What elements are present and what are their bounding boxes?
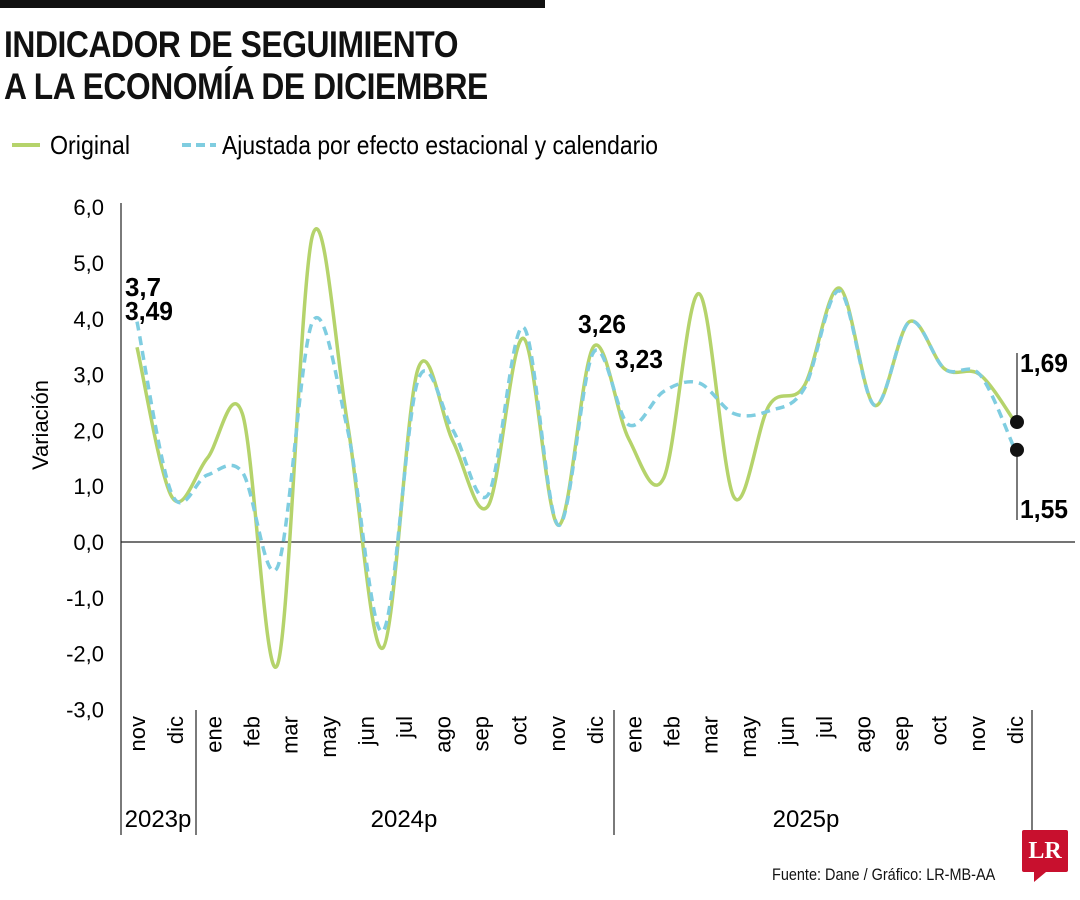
x-tick-label: nov bbox=[125, 716, 150, 751]
x-tick-label: jul bbox=[812, 716, 837, 739]
x-tick-label: may bbox=[736, 716, 761, 758]
y-tick-label: -1,0 bbox=[66, 586, 104, 611]
legend-label-adjusted: Ajustada por efecto estacional y calenda… bbox=[222, 130, 658, 160]
end-point-marker bbox=[1010, 415, 1024, 430]
data-label: 1,55 bbox=[1020, 494, 1068, 524]
y-tick-label: 3,0 bbox=[73, 363, 104, 388]
y-tick-label: 6,0 bbox=[73, 195, 104, 220]
x-tick-label: ene bbox=[621, 716, 646, 753]
x-tick-label: oct bbox=[507, 716, 532, 745]
data-label: 3,23 bbox=[615, 344, 663, 374]
x-tick-label: dic bbox=[583, 716, 608, 744]
x-tick-label: jun bbox=[354, 716, 379, 746]
title-line-1: INDICADOR DE SEGUIMIENTO bbox=[4, 24, 459, 65]
y-tick-label: -3,0 bbox=[66, 697, 104, 722]
year-label: 2024p bbox=[371, 806, 438, 833]
x-tick-label: dic bbox=[163, 716, 188, 744]
source-note: Fuente: Dane / Gráfico: LR-MB-AA bbox=[772, 865, 996, 884]
series-line-adjusted bbox=[135, 289, 1017, 634]
x-tick-label: ago bbox=[430, 716, 455, 753]
y-tick-label: 5,0 bbox=[73, 251, 104, 276]
series-line-original bbox=[135, 227, 1017, 669]
y-tick-label: 4,0 bbox=[73, 307, 104, 332]
x-tick-label: jun bbox=[774, 716, 799, 746]
x-tick-label: feb bbox=[240, 716, 265, 747]
x-tick-label: feb bbox=[659, 716, 684, 747]
y-tick-label: 0,0 bbox=[73, 530, 104, 555]
y-tick-label: 1,0 bbox=[73, 474, 104, 499]
x-tick-label: nov bbox=[965, 716, 990, 751]
x-tick-label: mar bbox=[278, 716, 303, 754]
chart-title: INDICADOR DE SEGUIMIENTO A LA ECONOMÍA D… bbox=[4, 24, 488, 108]
data-label: 3,49 bbox=[125, 296, 173, 326]
title-line-2: A LA ECONOMÍA DE DICIEMBRE bbox=[4, 66, 488, 107]
legend-label-original: Original bbox=[50, 130, 130, 160]
x-tick-label: jul bbox=[392, 716, 417, 739]
x-tick-label: sep bbox=[469, 716, 494, 751]
top-bar bbox=[0, 0, 545, 8]
y-axis-label: Variación bbox=[28, 380, 53, 470]
year-label: 2023p bbox=[125, 806, 192, 833]
x-tick-label: dic bbox=[1003, 716, 1028, 744]
x-tick-label: ago bbox=[850, 716, 875, 753]
data-label: 3,7 bbox=[125, 272, 161, 302]
data-label: 3,26 bbox=[578, 309, 626, 339]
data-label: 1,69 bbox=[1020, 348, 1068, 378]
y-tick-label: -2,0 bbox=[66, 642, 104, 667]
x-tick-label: sep bbox=[888, 716, 913, 751]
legend: Original Ajustada por efecto estacional … bbox=[12, 130, 658, 160]
y-tick-label: 2,0 bbox=[73, 418, 104, 443]
end-point-marker bbox=[1010, 442, 1024, 457]
x-tick-label: may bbox=[316, 716, 341, 758]
x-tick-label: ene bbox=[201, 716, 226, 753]
x-tick-label: oct bbox=[927, 716, 952, 745]
x-tick-label: nov bbox=[545, 716, 570, 751]
lr-logo: LR bbox=[1022, 830, 1068, 882]
x-tick-label: mar bbox=[698, 716, 723, 754]
year-label: 2025p bbox=[773, 806, 840, 833]
